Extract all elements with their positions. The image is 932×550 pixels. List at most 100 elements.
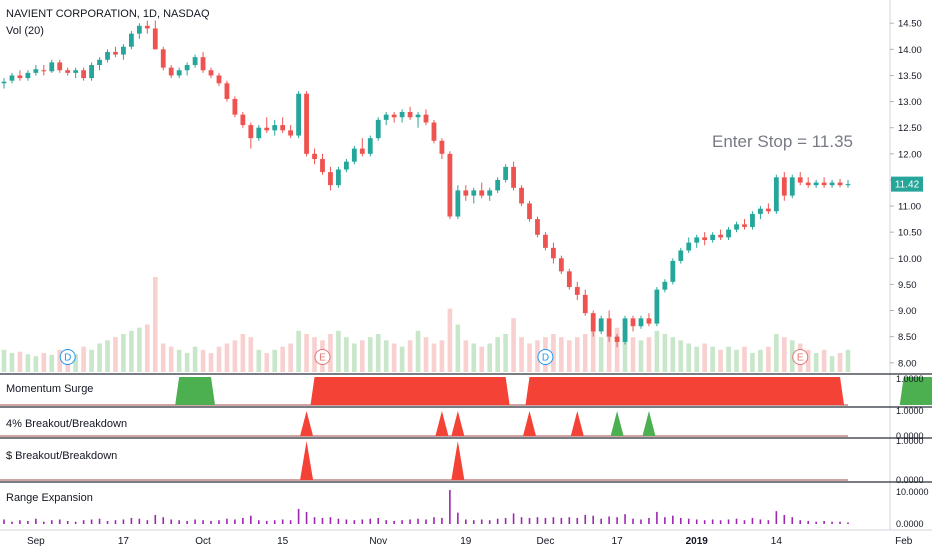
- candle-body: [495, 179, 501, 191]
- last-price-label: 11.42: [895, 180, 920, 191]
- range-expansion-bar: [361, 519, 364, 524]
- dollar-breakout-signal: [451, 441, 465, 480]
- candle-body: [288, 130, 294, 136]
- volume-bar: [184, 353, 190, 372]
- event-marker-earnings: [314, 349, 331, 365]
- volume-bar: [447, 308, 453, 372]
- range-expansion-bar: [122, 519, 125, 524]
- candle-body: [216, 75, 222, 84]
- dollar-breakout-signal: [300, 441, 314, 480]
- range-expansion-bar: [425, 519, 427, 524]
- candle-body: [49, 62, 55, 72]
- candle-body: [17, 75, 23, 79]
- candle-body: [758, 208, 763, 214]
- range-expansion-bar: [608, 516, 610, 524]
- candle-body: [296, 93, 302, 136]
- range-expansion-bar: [616, 517, 618, 524]
- range-expansion-bar: [273, 520, 276, 524]
- volume-bar: [57, 349, 63, 372]
- candle-body: [224, 83, 230, 99]
- candle-body: [710, 234, 716, 241]
- candle-body: [479, 190, 485, 196]
- volume-indicator-label: Vol (20): [6, 25, 44, 37]
- price-tick-label: 10.00: [898, 254, 922, 265]
- range-expansion-bar: [457, 512, 459, 524]
- candle-body: [566, 271, 572, 288]
- volume-bar: [726, 346, 731, 372]
- candle-body: [407, 112, 413, 118]
- candle-body: [726, 229, 731, 238]
- range-expansion-bar: [600, 518, 602, 524]
- range-expansion-bar: [154, 514, 157, 524]
- volume-bar: [567, 340, 572, 372]
- candle-body: [805, 182, 811, 186]
- pct-breakout-signal: [300, 411, 314, 436]
- volume-bar: [89, 349, 94, 372]
- volume-bar: [431, 343, 437, 372]
- range-expansion-bar: [11, 521, 13, 524]
- volume-bar: [678, 340, 684, 372]
- price-tick-label: 9.00: [898, 306, 917, 317]
- volume-bar: [479, 346, 485, 372]
- range-expansion-bar: [695, 519, 698, 524]
- price-tick-label: 12.50: [898, 123, 922, 134]
- candle-body: [455, 190, 461, 217]
- time-axis-labels[interactable]: Sep 17 Oct 15 Nov 19 Dec 17 2019 14 Feb: [27, 536, 913, 547]
- volume-bars: [1, 277, 851, 372]
- pct-axis-max: 1.0000: [896, 406, 924, 416]
- last-price-tag: 11.42: [891, 176, 923, 192]
- volume-bar: [360, 340, 365, 372]
- volume-bar: [829, 356, 835, 372]
- volume-bar: [750, 353, 755, 372]
- candle-body: [256, 127, 262, 139]
- range-expansion-bar: [472, 520, 475, 524]
- volume-bar: [734, 349, 739, 372]
- range-expansion-bar: [672, 515, 674, 524]
- range-expansion-bar: [783, 514, 786, 524]
- pct-breakout-panel[interactable]: [0, 411, 848, 437]
- candle-body: [304, 93, 309, 154]
- price-tick-label: 10.50: [898, 228, 922, 239]
- range-expansion-bar: [544, 517, 547, 524]
- volume-bar: [17, 351, 23, 372]
- momentum-surge-panel[interactable]: [0, 377, 932, 406]
- volume-bar: [280, 346, 285, 372]
- range-expansion-bar: [66, 520, 69, 524]
- candle-body: [192, 57, 198, 66]
- candle-body: [765, 208, 771, 212]
- candle-body: [25, 72, 31, 79]
- price-tick-label: 8.00: [898, 358, 917, 369]
- candle-body: [622, 318, 628, 342]
- candle-body: [367, 138, 373, 154]
- range-expansion-bar: [210, 520, 212, 524]
- volume-bar: [527, 343, 532, 372]
- candle-body: [391, 114, 397, 118]
- time-axis-label: Nov: [369, 536, 387, 547]
- candle-body: [160, 49, 166, 68]
- candle-body: [343, 161, 349, 170]
- price-candles[interactable]: [1, 20, 851, 348]
- candle-body: [152, 28, 158, 50]
- price-axis-ticks[interactable]: 14.5014.0013.5013.0012.5012.0011.5011.00…: [890, 19, 922, 370]
- time-axis-label: Feb: [895, 536, 913, 547]
- volume-bar: [495, 337, 500, 372]
- range-expansion-bar: [703, 520, 706, 524]
- candle-body: [81, 70, 87, 79]
- range-expansion-bar: [711, 519, 714, 524]
- candle-body: [431, 122, 437, 141]
- momentum-surge-block: [175, 377, 216, 405]
- time-axis-label: Dec: [537, 536, 555, 547]
- range-expansion-bar: [632, 518, 634, 524]
- dollar-breakout-panel[interactable]: [0, 441, 848, 481]
- candle-body: [750, 213, 755, 227]
- time-axis-label: 17: [118, 536, 130, 547]
- range-expansion-panel[interactable]: [3, 490, 849, 524]
- range-expansion-bar: [409, 519, 411, 524]
- candle-body: [694, 237, 700, 243]
- range-expansion-bar: [775, 511, 778, 524]
- candle-body: [41, 70, 47, 72]
- chart-title: NAVIENT CORPORATION, 1D, NASDAQ: [6, 8, 210, 20]
- candle-body: [742, 224, 747, 227]
